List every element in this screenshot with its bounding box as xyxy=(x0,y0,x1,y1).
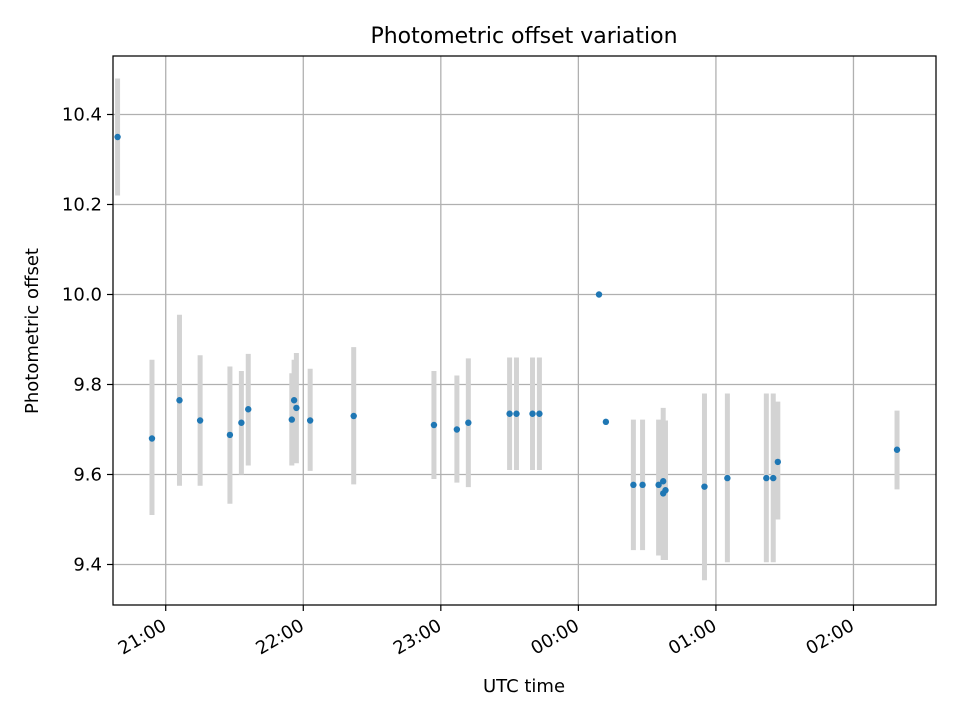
data-point xyxy=(506,410,513,417)
y-tick-label: 10.0 xyxy=(62,285,102,306)
data-point xyxy=(630,481,637,489)
data-point xyxy=(701,483,708,490)
x-axis-label: UTC time xyxy=(483,676,565,697)
data-point xyxy=(893,446,901,453)
data-point xyxy=(639,481,646,489)
data-point xyxy=(196,417,204,424)
data-points xyxy=(114,133,901,497)
chart-title: Photometric offset variation xyxy=(370,24,677,49)
data-point xyxy=(770,474,777,482)
grid-lines xyxy=(113,56,936,605)
data-point xyxy=(662,487,669,494)
data-point xyxy=(306,417,314,424)
data-point xyxy=(288,416,296,423)
data-point xyxy=(290,397,298,404)
data-point xyxy=(293,404,300,412)
data-point xyxy=(595,291,603,298)
data-point xyxy=(465,419,472,426)
data-point xyxy=(763,474,770,482)
data-point xyxy=(245,406,252,413)
data-point xyxy=(774,458,782,466)
y-tick-label: 10.4 xyxy=(62,105,102,126)
data-point xyxy=(238,419,245,426)
data-point xyxy=(536,410,543,417)
data-point xyxy=(350,412,357,420)
data-point xyxy=(655,481,662,489)
data-point xyxy=(724,474,731,482)
data-point xyxy=(148,435,156,442)
data-point xyxy=(226,431,234,439)
y-tick-label: 9.8 xyxy=(73,375,102,396)
data-point xyxy=(659,478,667,485)
y-axis-label: Photometric offset xyxy=(22,248,43,414)
data-point xyxy=(176,397,183,404)
plot-frame xyxy=(112,55,937,606)
data-point xyxy=(453,426,461,433)
data-point xyxy=(430,421,438,429)
data-point xyxy=(529,410,536,417)
y-tick-label: 10.2 xyxy=(62,195,102,216)
y-tick-label: 9.6 xyxy=(73,465,102,486)
data-point xyxy=(114,133,121,141)
y-tick-label: 9.4 xyxy=(73,555,102,576)
data-point xyxy=(602,418,610,426)
data-point xyxy=(513,410,520,417)
